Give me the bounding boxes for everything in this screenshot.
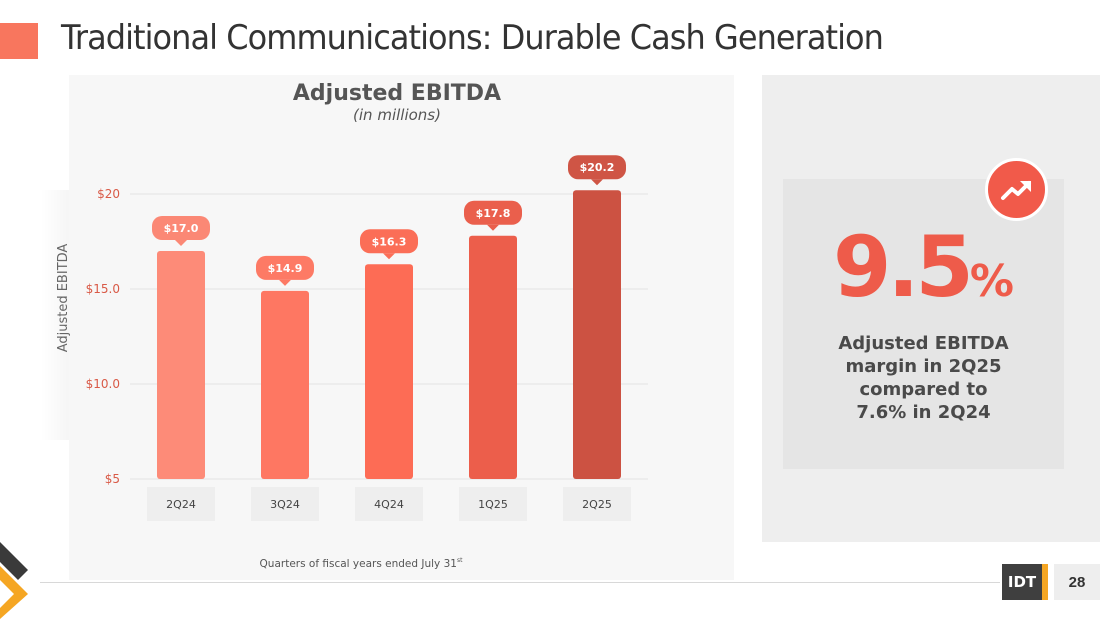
- kpi-desc-line: margin in 2Q25: [845, 356, 1002, 377]
- chart-subtitle: (in millions): [353, 106, 441, 124]
- kpi-desc-line: 7.6% in 2Q24: [856, 402, 991, 423]
- x-category-label: 3Q24: [270, 498, 300, 511]
- data-label-bubble: [568, 155, 626, 180]
- y-tick-label: $15.0: [86, 282, 120, 296]
- x-axis-label: Quarters of fiscal years ended July 31st: [260, 557, 464, 570]
- kpi-desc-line: Adjusted EBITDA: [838, 333, 1009, 354]
- title-accent-square: [0, 23, 38, 59]
- bars: [157, 190, 621, 479]
- panel-shadow: [40, 190, 70, 440]
- kpi-description: Adjusted EBITDA margin in 2Q25 compared …: [783, 332, 1064, 424]
- page-number: 28: [1054, 564, 1100, 600]
- data-label-bubble: [360, 229, 418, 254]
- page-title: Traditional Communications: Durable Cash…: [61, 18, 884, 58]
- y-tick-label: $5: [105, 472, 120, 486]
- data-label: $17.0: [164, 222, 199, 235]
- x-category-label: 2Q24: [166, 498, 196, 511]
- trending-up-glyph: [1000, 180, 1031, 200]
- kpi-box: [783, 179, 1064, 469]
- y-tick-labels: $5 $10.0 $15.0 $20: [86, 187, 120, 486]
- data-label-pointer: [279, 279, 291, 286]
- x-category-labels: 2Q24 3Q24 4Q24 1Q25 2Q25: [147, 487, 631, 521]
- data-label-bubble: [256, 255, 314, 280]
- bar: [261, 290, 309, 479]
- bar: [469, 235, 517, 479]
- data-label-pointer: [175, 240, 187, 246]
- x-category-label: 2Q25: [582, 498, 612, 511]
- data-label-pointer: [591, 179, 603, 186]
- data-label-bubble: [152, 216, 210, 240]
- x-axis-label-text: Quarters of fiscal years ended July 31: [260, 558, 457, 570]
- bar: [573, 190, 621, 479]
- x-axis-label-superscript: st: [457, 557, 463, 564]
- y-tick-label: $10.0: [86, 377, 120, 391]
- x-label-box: [251, 487, 319, 521]
- data-label-bubble: [464, 200, 522, 225]
- x-label-box: [147, 487, 215, 521]
- data-label: $17.8: [476, 207, 511, 220]
- x-category-label: 1Q25: [478, 498, 508, 511]
- data-label-pointer: [487, 224, 499, 231]
- x-label-box: [459, 487, 527, 521]
- kpi-number: 9.5: [833, 218, 974, 316]
- data-label: $20.2: [580, 161, 615, 174]
- data-label-pointer: [383, 253, 395, 260]
- data-label: $16.3: [372, 235, 407, 248]
- bar: [365, 264, 413, 479]
- data-labels: $17.0 $14.9 $16.3 $17.8 $20.2: [152, 155, 626, 286]
- trending-up-icon: [985, 158, 1048, 221]
- x-category-label: 4Q24: [374, 498, 404, 511]
- corner-decoration: [0, 542, 28, 619]
- data-label: $14.9: [268, 262, 303, 275]
- kpi-desc-line: compared to: [859, 379, 988, 400]
- x-label-box: [563, 487, 631, 521]
- x-label-box: [355, 487, 423, 521]
- y-axis-label: Adjusted EBITDA: [56, 244, 71, 353]
- kpi-value: 9.5%: [783, 218, 1064, 316]
- idt-logo: IDT: [1002, 564, 1048, 600]
- chart-title: Adjusted EBITDA: [293, 81, 501, 106]
- bar: [157, 251, 205, 479]
- footer-divider: [40, 582, 1000, 583]
- y-tick-label: $20: [97, 187, 120, 201]
- kpi-unit: %: [969, 256, 1014, 307]
